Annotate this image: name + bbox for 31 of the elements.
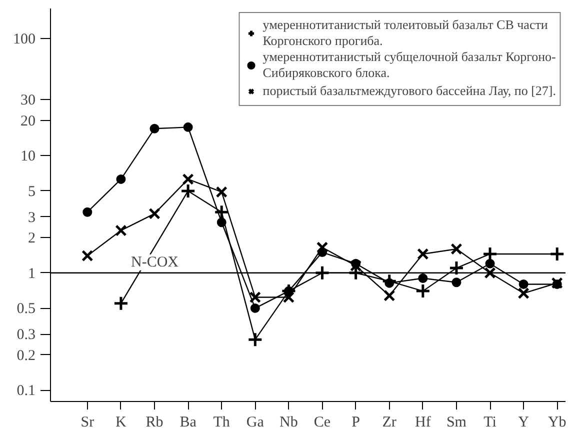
x-tick-label: Ba xyxy=(180,414,197,430)
y-tick-label: 2 xyxy=(28,230,36,247)
y-tick-label: 10 xyxy=(20,148,36,165)
y-tick-label: 20 xyxy=(20,113,36,130)
y-tick-label: 3 xyxy=(28,210,36,226)
y-tick-label: 30 xyxy=(20,92,36,109)
x-tick-label: P xyxy=(352,414,360,430)
x-tick-label: Zr xyxy=(382,414,396,430)
y-tick-label: 1 xyxy=(28,266,36,282)
y-tick-label: 0.2 xyxy=(16,348,36,364)
ref-line-label: N-COX xyxy=(131,254,179,270)
x-tick-label: K xyxy=(116,414,127,430)
legend-label: умереннотитанистый толеитовый базальт СВ части Коргонского прогиба. xyxy=(262,17,548,49)
x-tick-label: Th xyxy=(213,414,230,430)
x-tick-label: Hf xyxy=(414,414,431,430)
y-tick-label: 100 xyxy=(13,31,36,48)
x-tick-label: Ga xyxy=(246,414,264,430)
x-tick-label: Yb xyxy=(548,414,566,430)
x-tick-label: Sr xyxy=(80,414,94,430)
legend-label: пористый базальтмеждугового бассейна Лау, по [27]. xyxy=(262,83,556,99)
y-tick-label: 5 xyxy=(28,184,36,200)
x-tick-label: Sm xyxy=(446,414,467,430)
y-tick-label: 0.5 xyxy=(16,301,36,318)
y-tick-label: 0.3 xyxy=(16,327,36,344)
x-tick-label: Ce xyxy=(314,414,331,430)
x-tick-label: Rb xyxy=(146,414,164,430)
legend-label: умереннотитанистый субщелочной базальт Коргоно-Сибиряковского блока. xyxy=(262,49,556,81)
x-tick-label: Ti xyxy=(484,414,496,430)
x-tick-label: Y xyxy=(518,414,530,430)
x-tick-label: Nb xyxy=(280,414,298,430)
y-tick-label: 0.1 xyxy=(16,383,36,400)
